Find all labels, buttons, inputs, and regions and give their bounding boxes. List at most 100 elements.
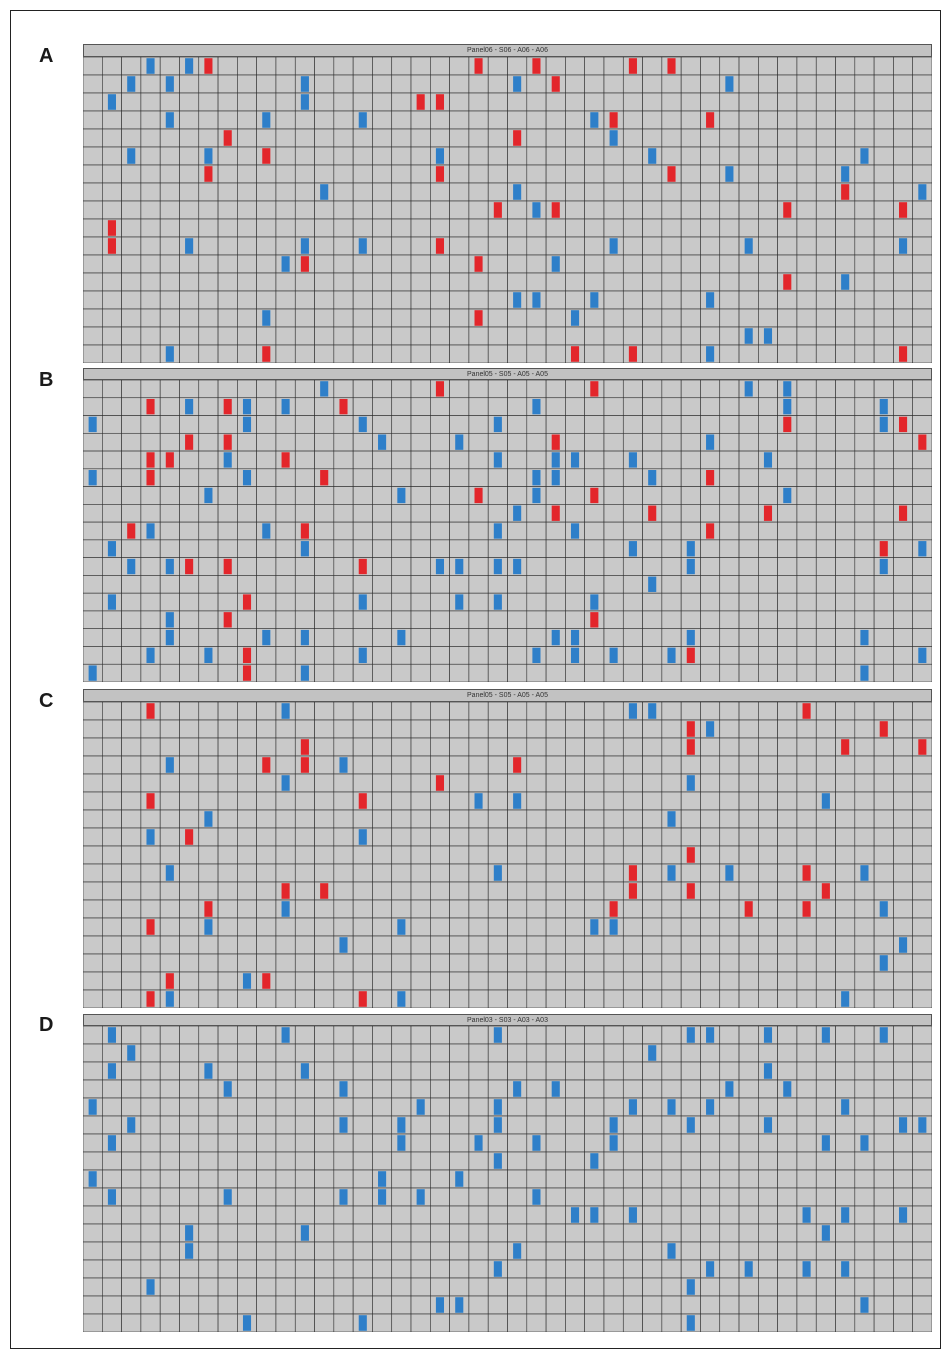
grid-cell <box>449 164 470 184</box>
grid-cell <box>815 1205 836 1225</box>
grid-cell <box>217 845 238 865</box>
grid-cell <box>738 557 759 576</box>
grid-cell <box>410 953 431 973</box>
grid-cell <box>468 397 489 416</box>
grid-cell <box>835 827 856 847</box>
grid-cell <box>912 1295 932 1315</box>
grid-cell <box>796 128 817 148</box>
grid-cell <box>565 1097 585 1117</box>
red-cell-marker <box>107 238 116 254</box>
grid-cell <box>159 504 180 523</box>
grid-cell <box>873 57 894 76</box>
grid-cell <box>680 504 701 523</box>
grid-cell <box>294 218 315 238</box>
grid-cell <box>352 1169 373 1189</box>
grid-cell <box>661 326 682 346</box>
grid-cell <box>372 971 393 991</box>
grid-cell <box>912 1259 932 1279</box>
grid-cell <box>121 899 142 919</box>
grid-cell <box>680 92 701 112</box>
grid-cell <box>410 432 431 452</box>
grid-cell <box>777 953 798 973</box>
red-cell-marker <box>320 883 329 899</box>
grid-cell <box>912 989 932 1008</box>
grid-cell <box>545 1169 566 1189</box>
grid-cell <box>198 755 219 775</box>
grid-cell <box>101 773 122 793</box>
grid-cell <box>449 218 470 238</box>
grid-cell <box>603 1151 624 1171</box>
grid-cell <box>642 1223 663 1243</box>
grid-cell <box>468 468 489 487</box>
grid-cell <box>179 702 200 721</box>
grid-cell <box>545 272 566 292</box>
grid-cell <box>700 1115 721 1135</box>
blue-cell-marker <box>744 1261 753 1277</box>
blue-cell-marker <box>107 94 116 110</box>
grid-cell <box>410 1061 431 1081</box>
grid-cell <box>661 827 682 847</box>
grid-cell <box>584 953 605 973</box>
blue-cell-marker <box>706 292 715 308</box>
grid-cell <box>507 272 528 292</box>
grid-cell <box>198 344 219 363</box>
grid-cell <box>584 57 605 76</box>
grid-cell <box>622 971 643 991</box>
red-cell-marker <box>551 202 560 218</box>
blue-cell-marker <box>339 1081 348 1097</box>
grid-cell <box>873 326 894 346</box>
blue-cell-marker <box>262 523 271 539</box>
grid-cell <box>275 380 296 399</box>
grid-cell <box>526 809 547 829</box>
red-cell-marker <box>628 883 637 899</box>
grid-cell <box>661 272 682 292</box>
grid-cell <box>314 1187 335 1207</box>
red-cell-marker <box>435 775 445 791</box>
grid-cell <box>584 450 605 470</box>
grid-cell <box>391 128 412 148</box>
grid-cell <box>101 719 122 739</box>
grid-cell <box>256 236 277 256</box>
grid-cell <box>758 380 778 399</box>
grid-cell <box>912 308 932 328</box>
blue-cell-marker <box>879 955 888 971</box>
grid-cell <box>140 539 161 558</box>
grid-cell <box>140 504 161 523</box>
grid-cell <box>217 663 238 682</box>
blue-cell-marker <box>455 1297 464 1313</box>
grid-cell <box>101 1223 122 1243</box>
grid-cell <box>835 326 856 346</box>
grid-cell <box>661 1259 682 1279</box>
grid-cell <box>372 1277 393 1297</box>
grid-cell <box>391 182 412 202</box>
grid-cell <box>352 809 373 829</box>
grid-cell <box>642 182 663 202</box>
blue-cell-marker <box>551 452 560 468</box>
grid-cell <box>410 1079 431 1099</box>
grid-cell <box>256 557 277 576</box>
grid-cell <box>410 110 431 130</box>
grid-cell <box>256 432 277 452</box>
grid-cell <box>468 610 489 630</box>
grid-cell <box>796 646 817 665</box>
grid-cell <box>777 1277 798 1297</box>
grid-cell <box>661 397 682 416</box>
grid-cell <box>352 1295 373 1315</box>
red-cell-marker <box>242 594 252 610</box>
grid-cell <box>622 935 643 955</box>
grid-cell <box>237 791 257 811</box>
grid-cell <box>835 254 856 274</box>
red-cell-marker <box>686 847 695 863</box>
blue-cell-marker <box>146 58 155 74</box>
grid-cell <box>294 164 315 184</box>
grid-cell <box>912 755 932 775</box>
grid-cell <box>449 92 470 112</box>
grid-cell <box>198 236 219 256</box>
grid-cell <box>314 899 335 919</box>
grid-cell <box>758 290 778 310</box>
grid-cell <box>584 344 605 363</box>
blue-cell-marker <box>300 541 309 557</box>
grid-cell <box>83 432 103 452</box>
grid-cell <box>294 1313 315 1332</box>
grid-cell <box>468 702 489 721</box>
